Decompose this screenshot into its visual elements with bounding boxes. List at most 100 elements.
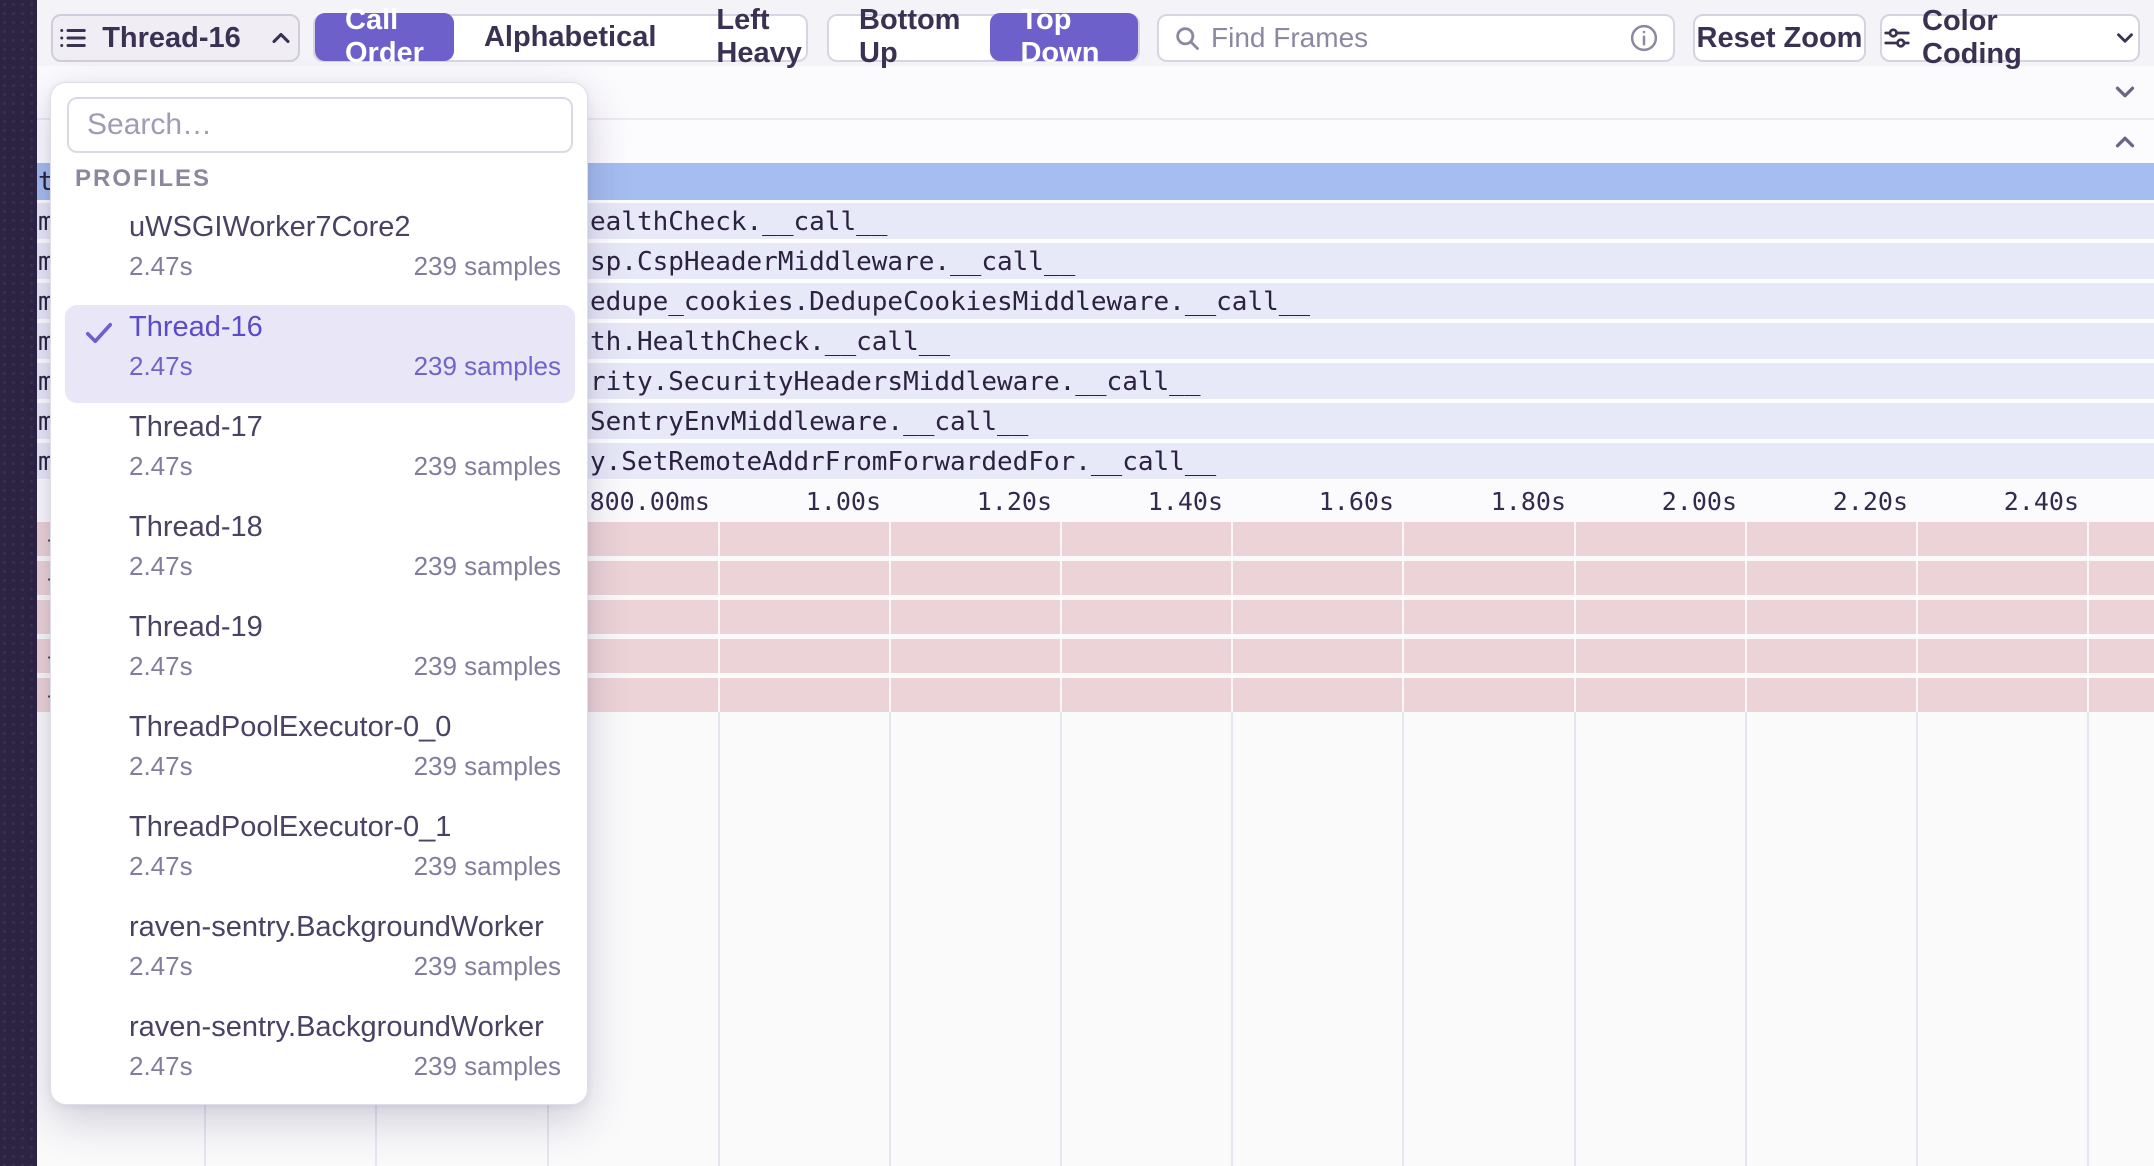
profile-samples: 239 samples — [413, 951, 561, 981]
tab-left-heavy[interactable]: Left Heavy — [716, 4, 802, 69]
frame-label: SentryEnvMiddleware.__call__ — [590, 407, 1029, 437]
axis-tick-label: 1.20s — [976, 487, 1052, 516]
gridline — [1231, 522, 1233, 712]
gridline — [1916, 712, 1918, 1166]
frame-fragment: m — [38, 247, 54, 277]
gridline — [1231, 712, 1233, 1166]
chevron-down-icon[interactable] — [2110, 77, 2140, 107]
profile-option[interactable]: Thread-19 2.47s 239 samples — [51, 601, 589, 701]
frame-label: th.HealthCheck.__call__ — [590, 327, 951, 357]
tab-call-order[interactable]: Call Order — [315, 4, 454, 69]
frame-fragment: m — [38, 207, 54, 237]
thread-selector-dropdown: PROFILES uWSGIWorker7Core2 2.47s 239 sam… — [50, 82, 588, 1105]
profile-duration: 2.47s — [129, 351, 193, 381]
tab-top-down[interactable]: Top Down — [990, 4, 1138, 69]
frame-fragment: m — [38, 367, 54, 397]
gridline — [1060, 712, 1062, 1166]
profile-duration: 2.47s — [129, 251, 193, 281]
frame-fragment: m — [38, 327, 54, 357]
info-icon[interactable] — [1629, 23, 1659, 53]
axis-tick-label: 1.00s — [805, 487, 881, 516]
find-frames-input[interactable] — [1211, 22, 1619, 54]
chevron-down-icon — [2112, 25, 2138, 51]
profile-duration: 2.47s — [129, 1051, 193, 1081]
frame-fragment: m — [38, 447, 54, 477]
profile-option[interactable]: raven-sentry.BackgroundWorker 2.47s 239 … — [51, 1001, 589, 1101]
profile-samples: 239 samples — [413, 351, 561, 381]
profile-option[interactable]: ThreadPoolExecutor-0_1 2.47s 239 samples — [51, 801, 589, 901]
flamegraph-toolbar: Thread-16 Call Order Alphabetical Left H… — [37, 0, 2154, 70]
reset-zoom-button[interactable]: Reset Zoom — [1693, 14, 1866, 62]
profile-samples: 239 samples — [413, 1051, 561, 1081]
profile-samples: 239 samples — [413, 751, 561, 781]
gridline — [1745, 522, 1747, 712]
gridline — [1574, 712, 1576, 1166]
profile-name: ThreadPoolExecutor-0_1 — [129, 811, 452, 843]
profile-option[interactable]: Thread-17 2.47s 239 samples — [51, 401, 589, 501]
profile-duration: 2.47s — [129, 751, 193, 781]
frame-label: sp.CspHeaderMiddleware.__call__ — [590, 247, 1076, 277]
profile-option[interactable]: Thread-18 2.47s 239 samples — [51, 501, 589, 601]
gridline — [718, 522, 720, 712]
axis-tick-label: 2.40s — [2003, 487, 2079, 516]
profile-option[interactable]: raven-sentry.BackgroundWorker 2.47s 239 … — [51, 901, 589, 1001]
profile-duration: 2.47s — [129, 451, 193, 481]
profile-duration: 2.47s — [129, 851, 193, 881]
frame-fragment: m — [38, 407, 54, 437]
gridline — [1745, 712, 1747, 1166]
profile-name: Thread-17 — [129, 411, 263, 443]
selected-highlight — [65, 305, 575, 403]
color-coding-button[interactable]: Color Coding — [1880, 5, 2140, 70]
profile-option-selected[interactable]: Thread-16 2.47s 239 samples — [51, 301, 589, 403]
profile-name: Thread-19 — [129, 611, 263, 643]
axis-tick-label: 1.40s — [1147, 487, 1223, 516]
profile-option[interactable]: uWSGIWorker7Core2 2.47s 239 samples — [51, 201, 589, 301]
chevron-up-icon[interactable] — [2110, 127, 2140, 157]
gridline — [1916, 522, 1918, 712]
profiles-section-label: PROFILES — [75, 165, 212, 192]
frame-label: ealthCheck.__call__ — [590, 207, 888, 237]
gridline — [1402, 522, 1404, 712]
gridline — [718, 712, 720, 1166]
profile-name: ThreadPoolExecutor-0_0 — [129, 711, 452, 743]
app-sidebar — [0, 0, 37, 1166]
sort-mode-group: Call Order Alphabetical Left Heavy — [313, 4, 808, 69]
profile-name: Thread-16 — [129, 311, 263, 343]
axis-tick-label: 1.60s — [1318, 487, 1394, 516]
frame-label: rity.SecurityHeadersMiddleware.__call__ — [590, 367, 1201, 397]
gridline — [889, 522, 891, 712]
profile-duration: 2.47s — [129, 551, 193, 581]
profiles-list: uWSGIWorker7Core2 2.47s 239 samples Thre… — [51, 201, 589, 1101]
chevron-up-icon — [267, 24, 295, 52]
tab-bottom-up[interactable]: Bottom Up — [859, 4, 961, 69]
profile-name: raven-sentry.BackgroundWorker — [129, 1011, 544, 1043]
profile-name: uWSGIWorker7Core2 — [129, 211, 411, 243]
gridline — [1402, 712, 1404, 1166]
gridline — [889, 712, 891, 1166]
profile-samples: 239 samples — [413, 551, 561, 581]
direction-group: Bottom Up Top Down — [827, 4, 1140, 69]
axis-tick-label: 800.00ms — [589, 487, 710, 516]
profile-samples: 239 samples — [413, 251, 561, 281]
reset-zoom-label: Reset Zoom — [1696, 21, 1863, 54]
gridline — [2087, 522, 2089, 712]
axis-tick-label: 1.80s — [1490, 487, 1566, 516]
frame-label: edupe_cookies.DedupeCookiesMiddleware.__… — [590, 287, 1311, 317]
thread-selector-label: Thread-16 — [102, 21, 241, 54]
profile-option[interactable]: ThreadPoolExecutor-0_0 2.47s 239 samples — [51, 701, 589, 801]
color-coding-label: Color Coding — [1922, 5, 2022, 70]
frame-fragment: m — [38, 287, 54, 317]
profile-samples: 239 samples — [413, 451, 561, 481]
dropdown-search-input[interactable] — [67, 97, 573, 153]
find-frames-box — [1157, 14, 1675, 62]
list-icon — [56, 23, 90, 53]
gridline — [1574, 522, 1576, 712]
search-icon — [1173, 24, 1201, 52]
thread-selector-button[interactable]: Thread-16 — [51, 14, 300, 62]
profile-duration: 2.47s — [129, 951, 193, 981]
profile-duration: 2.47s — [129, 651, 193, 681]
sliders-icon — [1882, 23, 1912, 53]
tab-alphabetical[interactable]: Alphabetical — [483, 20, 657, 53]
axis-tick-label: 2.20s — [1832, 487, 1908, 516]
frame-label: y.SetRemoteAddrFromForwardedFor.__call__ — [590, 447, 1217, 477]
